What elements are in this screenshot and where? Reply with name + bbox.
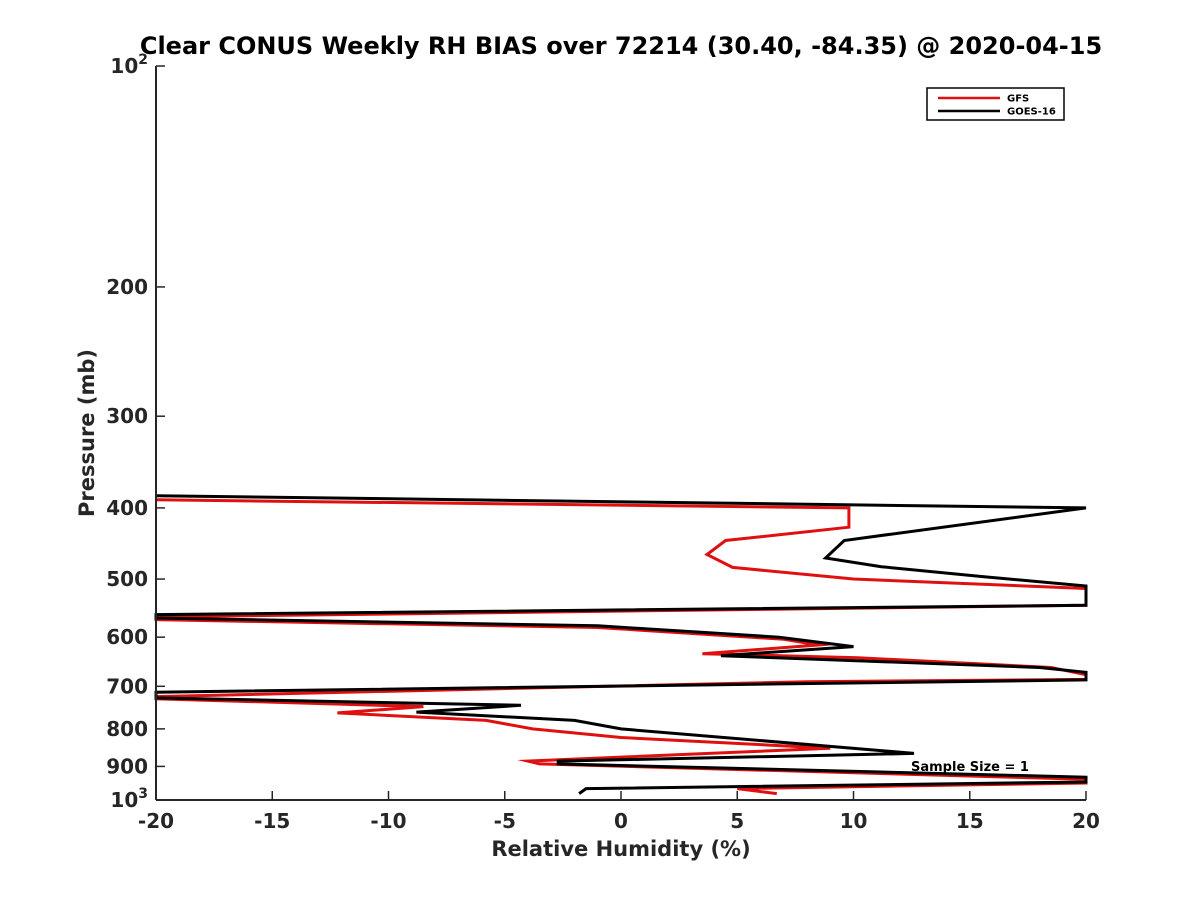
y-tick-label: 102 <box>110 52 148 78</box>
y-tick-label: 700 <box>106 674 148 698</box>
y-tick-label: 200 <box>106 275 148 299</box>
chart-title: Clear CONUS Weekly RH BIAS over 72214 (3… <box>140 32 1102 60</box>
series-layer <box>154 494 1088 796</box>
legend: GFS GOES-16 <box>926 87 1065 121</box>
sample-size-annotation: Sample Size = 1 <box>911 760 1029 775</box>
legend-label-goes-16: GOES-16 <box>1007 107 1056 118</box>
y-axis-title: Pressure (mb) <box>75 349 99 517</box>
y-tick-label: 500 <box>106 567 148 591</box>
x-tick-label: 10 <box>840 809 868 833</box>
x-axis-title: Relative Humidity (%) <box>491 837 750 861</box>
y-tick-label: 800 <box>106 717 148 741</box>
x-tick-label: -20 <box>138 809 174 833</box>
series-line-goes-16 <box>154 494 1088 795</box>
x-tick-label: -5 <box>494 809 516 833</box>
y-tick-label: 900 <box>106 754 148 778</box>
legend-label-gfs: GFS <box>1007 94 1029 105</box>
x-tick-label: -10 <box>370 809 406 833</box>
x-tick-label: 0 <box>614 809 628 833</box>
y-tick-label: 103 <box>110 786 148 812</box>
series-line-gfs <box>154 498 1088 796</box>
x-tick-label: -15 <box>254 809 290 833</box>
legend-box <box>926 87 1065 121</box>
y-tick-label: 600 <box>106 625 148 649</box>
y-tick-label: 400 <box>106 496 148 520</box>
x-tick-label: 15 <box>956 809 984 833</box>
x-tick-label: 20 <box>1072 809 1100 833</box>
tick-layer: -20 -15 -10 -5 0 5 10 15 20 102 200 300 400 500 600 700… <box>106 52 1100 833</box>
y-tick-label: 300 <box>106 404 148 428</box>
x-tick-label: 5 <box>730 809 744 833</box>
